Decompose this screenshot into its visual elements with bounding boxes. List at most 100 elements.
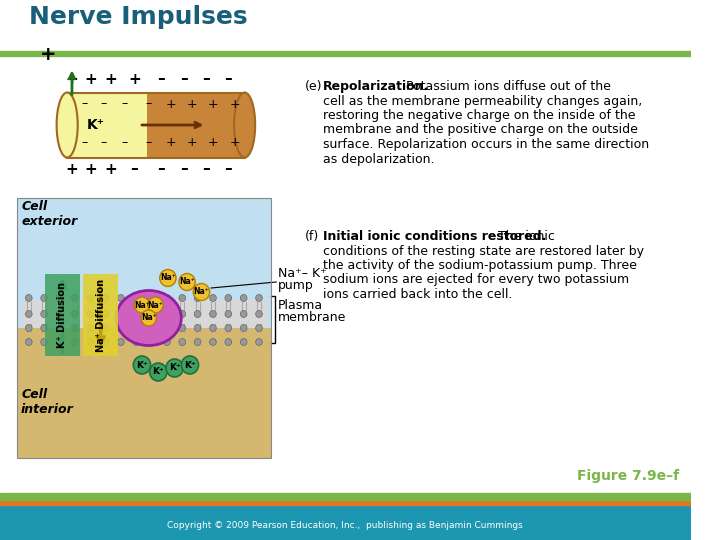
- Text: +: +: [166, 98, 176, 111]
- Ellipse shape: [179, 273, 195, 291]
- Text: +: +: [85, 161, 97, 177]
- Text: +: +: [104, 161, 117, 177]
- Ellipse shape: [56, 325, 63, 332]
- Ellipse shape: [210, 325, 216, 332]
- Ellipse shape: [71, 325, 78, 332]
- Text: Na⁺: Na⁺: [179, 278, 195, 287]
- Text: K⁺: K⁺: [184, 361, 196, 369]
- Ellipse shape: [41, 310, 48, 318]
- Text: Nerve Impulses: Nerve Impulses: [29, 5, 248, 29]
- Text: (e): (e): [305, 80, 323, 93]
- Ellipse shape: [210, 339, 216, 346]
- Ellipse shape: [41, 294, 48, 301]
- Text: –: –: [81, 98, 88, 111]
- Text: K⁺: K⁺: [87, 118, 105, 132]
- Text: Figure 7.9e–f: Figure 7.9e–f: [577, 469, 679, 483]
- Ellipse shape: [148, 297, 163, 313]
- Text: Cell
exterior: Cell exterior: [21, 200, 77, 228]
- Ellipse shape: [210, 294, 216, 301]
- Ellipse shape: [194, 325, 201, 332]
- Text: Na⁺ Diffusion: Na⁺ Diffusion: [96, 279, 106, 352]
- Ellipse shape: [133, 356, 150, 374]
- Ellipse shape: [240, 339, 247, 346]
- Bar: [0, 51, 690, 56]
- Text: –: –: [101, 98, 107, 111]
- Text: Repolarization.: Repolarization.: [323, 80, 430, 93]
- Text: as depolarization.: as depolarization.: [323, 152, 435, 165]
- Ellipse shape: [181, 356, 199, 374]
- Ellipse shape: [56, 294, 63, 301]
- Text: –: –: [157, 161, 165, 177]
- Text: –: –: [202, 161, 210, 177]
- Text: surface. Repolarization occurs in the same direction: surface. Repolarization occurs in the sa…: [323, 138, 649, 151]
- Text: –: –: [157, 71, 165, 86]
- Ellipse shape: [141, 310, 156, 326]
- FancyBboxPatch shape: [45, 274, 80, 356]
- FancyBboxPatch shape: [84, 274, 118, 356]
- Text: the activity of the sodium-potassium pump. Three: the activity of the sodium-potassium pum…: [323, 259, 637, 272]
- Text: Na⁺– K⁺: Na⁺– K⁺: [278, 267, 327, 280]
- Text: K⁺ Diffusion: K⁺ Diffusion: [58, 282, 68, 348]
- Text: restoring the negative charge on the inside of the: restoring the negative charge on the ins…: [323, 109, 636, 122]
- Ellipse shape: [25, 339, 32, 346]
- Text: +: +: [230, 98, 240, 111]
- Ellipse shape: [56, 339, 63, 346]
- Ellipse shape: [179, 339, 186, 346]
- Ellipse shape: [256, 294, 262, 301]
- Bar: [17, 198, 271, 328]
- Ellipse shape: [56, 310, 63, 318]
- Ellipse shape: [135, 297, 150, 313]
- Ellipse shape: [256, 310, 262, 318]
- Text: Plasma: Plasma: [278, 299, 323, 312]
- Ellipse shape: [41, 325, 48, 332]
- Ellipse shape: [210, 310, 216, 318]
- Text: ions carried back into the cell.: ions carried back into the cell.: [323, 288, 513, 301]
- Ellipse shape: [87, 310, 94, 318]
- Text: –: –: [202, 71, 210, 86]
- Text: –: –: [122, 137, 128, 150]
- Text: sodium ions are ejected for every two potassium: sodium ions are ejected for every two po…: [323, 273, 629, 287]
- Text: cell as the membrane permeability changes again,: cell as the membrane permeability change…: [323, 94, 642, 107]
- Ellipse shape: [194, 310, 201, 318]
- FancyBboxPatch shape: [67, 92, 147, 158]
- Ellipse shape: [102, 310, 109, 318]
- Ellipse shape: [193, 284, 210, 300]
- Ellipse shape: [41, 339, 48, 346]
- Ellipse shape: [25, 294, 32, 301]
- Ellipse shape: [133, 325, 140, 332]
- Ellipse shape: [71, 294, 78, 301]
- Text: Potassium ions diffuse out of the: Potassium ions diffuse out of the: [402, 80, 611, 93]
- Ellipse shape: [116, 291, 181, 346]
- Text: +: +: [207, 137, 218, 150]
- Ellipse shape: [256, 325, 262, 332]
- Text: conditions of the resting state are restored later by: conditions of the resting state are rest…: [323, 245, 644, 258]
- Ellipse shape: [133, 339, 140, 346]
- Text: membrane: membrane: [278, 311, 346, 324]
- Bar: [17, 198, 271, 458]
- Ellipse shape: [234, 92, 255, 158]
- Ellipse shape: [71, 310, 78, 318]
- Text: Initial ionic conditions restored.: Initial ionic conditions restored.: [323, 230, 546, 243]
- Ellipse shape: [102, 339, 109, 346]
- Text: –: –: [101, 137, 107, 150]
- Text: +: +: [166, 137, 176, 150]
- Text: –: –: [130, 161, 138, 177]
- Ellipse shape: [102, 325, 109, 332]
- Text: K⁺: K⁺: [136, 361, 148, 369]
- Text: –: –: [225, 161, 232, 177]
- Ellipse shape: [117, 294, 125, 301]
- Ellipse shape: [57, 92, 78, 158]
- Ellipse shape: [87, 294, 94, 301]
- Bar: [0, 505, 690, 510]
- Ellipse shape: [160, 269, 176, 287]
- Ellipse shape: [87, 325, 94, 332]
- Text: –: –: [122, 98, 128, 111]
- Text: +: +: [104, 71, 117, 86]
- Ellipse shape: [256, 339, 262, 346]
- Text: –: –: [145, 137, 152, 150]
- Ellipse shape: [163, 294, 170, 301]
- Ellipse shape: [163, 310, 170, 318]
- Bar: [0, 500, 690, 505]
- Ellipse shape: [87, 339, 94, 346]
- Bar: [22, 300, 266, 328]
